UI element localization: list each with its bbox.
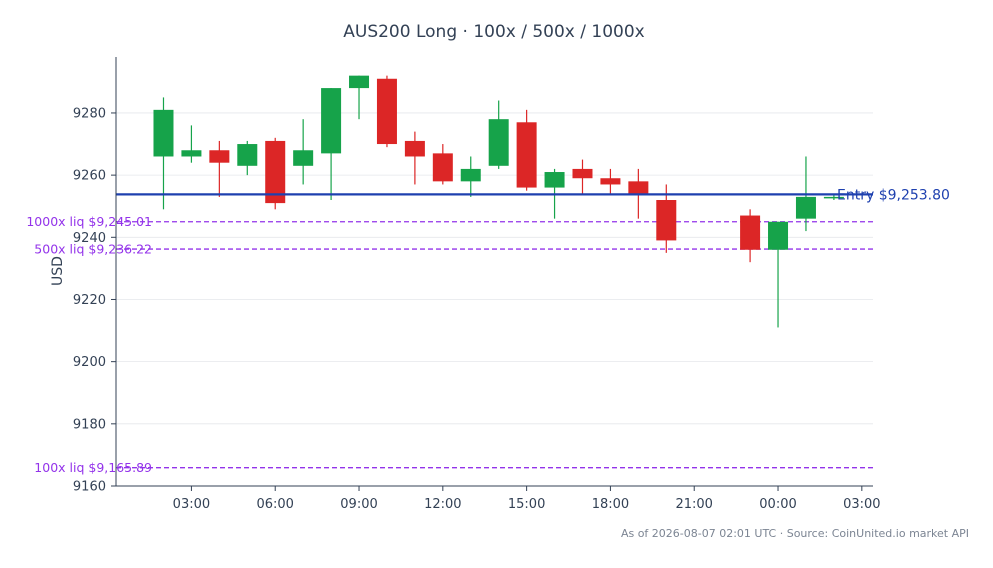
candle-down xyxy=(656,184,677,253)
x-tick-label: 03:00 xyxy=(173,497,210,512)
x-tick-label: 00:00 xyxy=(759,497,796,512)
x-ticks: 03:00 06:00 09:00 12:00 15:00 18:00 21:00 00:00… xyxy=(173,486,881,512)
liquidation-label: 100x liq $9,165.89 xyxy=(34,460,152,475)
entry-price-label: Entry $9,253.80 xyxy=(837,187,950,203)
y-axis-label: USD xyxy=(50,256,66,286)
candle-body xyxy=(628,181,649,194)
candle-body xyxy=(376,78,397,145)
candle-body xyxy=(349,75,370,89)
candle-up xyxy=(768,221,789,328)
footer-source: As of 2026-08-07 02:01 UTC · Source: Coi… xyxy=(621,527,969,540)
candle-body xyxy=(600,178,621,185)
y-tick-label: 9220 xyxy=(73,293,106,308)
chart-title: AUS200 Long · 100x / 500x / 1000x xyxy=(343,22,644,42)
axes xyxy=(115,57,873,487)
candle-down xyxy=(600,168,621,194)
candle-body xyxy=(432,153,453,182)
candle-body xyxy=(293,150,314,166)
candle-down xyxy=(432,144,453,185)
y-tick-label: 9260 xyxy=(73,169,106,184)
candle-body xyxy=(181,150,202,157)
candle-body xyxy=(823,196,844,199)
candle-body xyxy=(153,109,174,157)
candle-up xyxy=(460,156,481,197)
x-tick-label: 15:00 xyxy=(508,497,545,512)
candle-down xyxy=(265,137,286,210)
x-tick-label: 03:00 xyxy=(843,497,880,512)
candle-up xyxy=(349,75,370,120)
candle-body xyxy=(321,88,342,154)
line-labels: Entry $9,253.80 1000x liq $9,245.01 500x l… xyxy=(26,187,950,475)
candle-body xyxy=(237,144,258,166)
x-tick-label: 18:00 xyxy=(592,497,629,512)
candle-down xyxy=(740,209,761,263)
candle-up xyxy=(293,119,314,185)
candles xyxy=(153,75,844,328)
candle-body xyxy=(460,168,481,182)
candle-up xyxy=(181,125,202,163)
grid-lines xyxy=(116,112,873,487)
candle-up xyxy=(153,97,174,210)
liquidation-label: 500x liq $9,236.22 xyxy=(34,242,152,257)
y-ticks: 9160 9180 9200 9220 9240 9260 9280 xyxy=(73,106,116,495)
y-tick-label: 9240 xyxy=(73,231,106,246)
candle-up xyxy=(321,88,342,200)
candle-body xyxy=(516,122,537,188)
candle-body xyxy=(404,140,425,157)
y-tick-label: 9280 xyxy=(73,106,106,121)
x-tick-label: 12:00 xyxy=(424,497,461,512)
candle-up xyxy=(237,140,258,176)
liquidation-label: 1000x liq $9,245.01 xyxy=(26,214,152,229)
y-tick-label: 9160 xyxy=(73,480,106,495)
x-tick-label: 21:00 xyxy=(675,497,712,512)
candle-body xyxy=(488,119,509,166)
candle-body xyxy=(209,150,230,163)
candle-body xyxy=(265,140,286,204)
candle-body xyxy=(656,200,677,241)
candle-down xyxy=(404,131,425,185)
candle-body xyxy=(740,215,761,250)
y-tick-label: 9200 xyxy=(73,355,106,370)
candle-down xyxy=(376,75,397,148)
candle-up xyxy=(488,100,509,169)
candle-body xyxy=(544,172,565,188)
x-tick-label: 06:00 xyxy=(256,497,293,512)
candle-body xyxy=(572,168,593,179)
candle-down xyxy=(516,109,537,191)
candle-body xyxy=(768,221,789,250)
candle-body xyxy=(795,196,816,219)
candle-down xyxy=(209,140,230,197)
liquidation-lines xyxy=(116,221,873,469)
x-tick-label: 09:00 xyxy=(340,497,377,512)
y-tick-label: 9180 xyxy=(73,417,106,432)
candle-down xyxy=(572,159,593,194)
